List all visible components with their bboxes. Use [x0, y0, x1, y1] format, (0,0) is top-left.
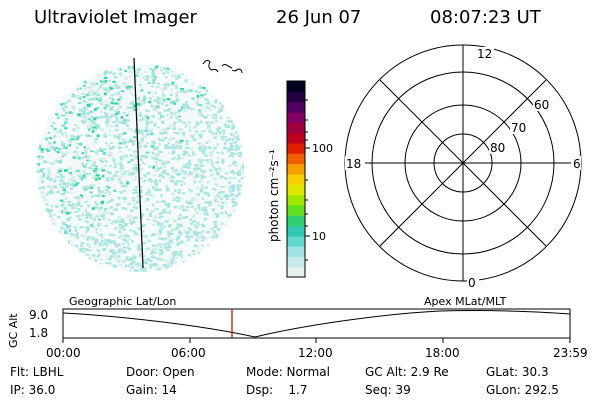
colorbar-tick-10: 10: [312, 230, 326, 243]
colorbar-swatch: [287, 111, 305, 123]
filter-info: Flt: LBHL: [10, 365, 64, 379]
colorbar-tick-100: 100: [312, 142, 333, 155]
colorbar-swatch: [287, 235, 305, 247]
colorbar-swatch: [287, 266, 305, 278]
instrument-title: Ultraviolet Imager: [34, 7, 197, 28]
lat-label-70: 70: [511, 121, 526, 135]
colorbar-ticks: [305, 99, 310, 261]
y-min-label: 1.8: [29, 326, 49, 340]
glat-info: GLat: 30.3: [486, 365, 549, 379]
colorbar-swatch: [287, 142, 305, 154]
colorbar-swatch: [287, 184, 305, 196]
x-tick-2359: 23:59: [553, 346, 588, 360]
colorbar-swatch: [287, 163, 305, 175]
colorbar-swatch: [287, 194, 305, 206]
x-tick-0000: 00:00: [46, 346, 81, 360]
colorbar: 100 10 photon cm⁻²s⁻¹: [267, 80, 333, 278]
coastline-fragment: [202, 59, 243, 74]
colorbar-swatch: [287, 81, 305, 92]
colorbar-swatch: [287, 225, 305, 237]
dsp-info: Dsp: 1.7: [246, 383, 308, 397]
door-info: Door: Open: [126, 365, 195, 379]
x-tick-1200: 12:00: [298, 346, 333, 360]
mlt-label-6: 6: [573, 157, 581, 171]
uvi-image-disk: [36, 57, 244, 272]
colorbar-swatch: [287, 122, 305, 134]
lat-label-60: 60: [534, 98, 549, 112]
colorbar-swatch: [287, 256, 305, 268]
colorbar-unit-label: photon cm⁻²s⁻¹: [267, 149, 281, 242]
y-max-label: 9.0: [29, 308, 49, 322]
gc-alt-axis-title: GC Alt: [7, 313, 20, 348]
observation-time: 08:07:23 UT: [430, 7, 541, 28]
colorbar-swatch: [287, 91, 305, 103]
altitude-timeline: [62, 308, 571, 343]
colorbar-swatch: [287, 132, 305, 144]
colorbar-swatch: [287, 215, 305, 227]
lat-label-80: 80: [490, 141, 505, 155]
mlt-label-0: 0: [468, 276, 476, 290]
altitude-curve: [62, 310, 571, 338]
polar-grid: [344, 44, 582, 282]
mode-info: Mode: Normal: [246, 365, 330, 379]
x-tick-1800: 18:00: [425, 346, 460, 360]
observation-date: 26 Jun 07: [276, 7, 362, 28]
ip-info: IP: 36.0: [10, 383, 56, 397]
colorbar-swatch: [287, 204, 305, 216]
colorbar-swatch: [287, 246, 305, 257]
gain-info: Gain: 14: [126, 383, 177, 397]
glon-info: GLon: 292.5: [486, 383, 559, 397]
seq-info: Seq: 39: [365, 383, 411, 397]
colorbar-swatch: [287, 173, 305, 185]
terminator-line: [133, 57, 144, 269]
colorbar-swatch: [287, 153, 305, 165]
apex-label: Apex MLat/MLT: [424, 295, 507, 308]
geographic-label: Geographic Lat/Lon: [69, 295, 177, 308]
gc-alt-info: GC Alt: 2.9 Re: [365, 365, 449, 379]
x-tick-0600: 06:00: [171, 346, 206, 360]
mlt-label-18: 18: [346, 157, 361, 171]
colorbar-swatch: [287, 101, 305, 113]
mlt-label-12: 12: [477, 47, 492, 61]
